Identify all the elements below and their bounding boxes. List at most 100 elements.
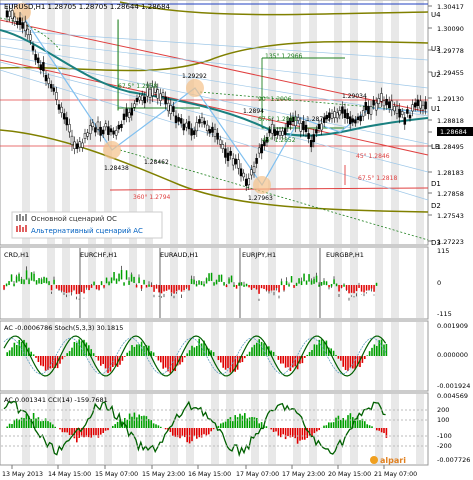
cci-ac-bar <box>258 423 260 428</box>
cci-ac-bar <box>112 425 114 428</box>
cci-ac-bar <box>40 421 42 428</box>
candle-body <box>411 104 414 112</box>
cci-ac-bar <box>328 422 330 428</box>
ac-bar <box>49 356 52 369</box>
ac-bar <box>313 344 316 356</box>
cci-ac-bar <box>236 417 239 428</box>
bar <box>98 285 100 290</box>
price-annotation: 1.28462 <box>144 159 169 166</box>
price-annotation: 90° 1.2906 <box>258 96 292 103</box>
bar <box>28 279 30 285</box>
bar <box>138 277 140 284</box>
ac-bar <box>92 353 95 356</box>
session-stripe <box>62 322 70 390</box>
candle-body <box>224 148 227 158</box>
ac-bar <box>263 343 265 356</box>
candle-body <box>218 139 222 145</box>
ac-bar <box>20 341 23 356</box>
currency-axis-label: 0 <box>437 279 441 287</box>
candle-body <box>23 21 27 31</box>
cci-ac-bar <box>253 417 256 428</box>
ac-bar <box>280 356 282 364</box>
bar <box>205 278 208 284</box>
bar <box>200 281 203 286</box>
ac-bar <box>85 342 88 356</box>
legend-icon-1 <box>16 214 27 221</box>
legend-item-alt: Альтернативный сценарий АС <box>31 227 143 235</box>
candle-body <box>36 57 40 64</box>
bar <box>220 274 223 282</box>
blue-fan-line <box>0 37 429 89</box>
candle-body <box>335 112 339 119</box>
candle-body <box>354 119 357 124</box>
candle-body <box>127 112 131 119</box>
cci-histogram <box>1 400 428 458</box>
bar <box>340 285 343 288</box>
bar <box>85 285 88 288</box>
cci-ac-bar <box>52 424 54 428</box>
green-arc <box>0 17 61 51</box>
ac-bar <box>88 345 90 356</box>
ac-bar <box>376 345 378 356</box>
candle-body <box>250 169 253 176</box>
bar <box>118 273 120 282</box>
candle-body <box>265 136 269 143</box>
candle-body <box>138 96 141 101</box>
session-stripe <box>416 248 424 318</box>
candle-body <box>75 143 79 149</box>
cci-ac-bar <box>313 428 316 434</box>
blue-fan-line <box>0 61 429 173</box>
bar <box>360 285 363 292</box>
session-stripe <box>309 248 317 318</box>
bar <box>250 285 253 290</box>
cci-ac-bar <box>246 418 248 428</box>
session-stripe <box>416 394 424 464</box>
price-tick-label: 1.28495 <box>437 143 464 151</box>
candle-body <box>328 112 331 118</box>
candle-body <box>263 139 266 146</box>
cci-ac-bar <box>148 419 150 428</box>
candle-body <box>390 100 394 111</box>
legend-item-main: Основной сценарий ОС <box>31 215 117 223</box>
session-stripe <box>88 248 96 318</box>
cci-ac-bar <box>335 417 337 428</box>
ac-bar <box>23 339 25 356</box>
candle-body <box>283 128 287 135</box>
session-stripe <box>334 248 342 318</box>
bar <box>153 285 155 292</box>
cci-ac-bar <box>32 413 35 428</box>
cci-ac-bar <box>359 420 361 428</box>
cci-ac-bar <box>37 417 40 428</box>
candle-body <box>151 86 154 96</box>
candle-body <box>239 168 243 177</box>
cci-ac-bar <box>145 416 148 428</box>
cci-ac-bar <box>224 421 227 428</box>
candle-body <box>62 113 66 120</box>
bar <box>358 285 360 288</box>
cci-ac-bar <box>340 419 342 428</box>
bar <box>140 285 143 289</box>
ac-bar <box>179 356 181 365</box>
bar <box>213 282 215 286</box>
bar <box>133 276 135 283</box>
candle-body <box>42 62 45 72</box>
ac-bar <box>37 356 40 362</box>
bar <box>290 276 293 283</box>
cci-ac-bar <box>25 413 28 428</box>
bar <box>225 285 228 288</box>
cci-ac-bar <box>323 425 325 428</box>
cci-ac-bar <box>337 415 340 428</box>
ac-bar <box>95 356 97 357</box>
ac-bar <box>119 356 121 365</box>
candle-body <box>107 126 110 135</box>
ac-bar <box>308 351 311 356</box>
ac-bar <box>107 356 109 373</box>
ac-bar <box>167 356 169 372</box>
cci-ac-bar <box>301 428 304 440</box>
cci-ac-bar <box>157 425 160 428</box>
candle-body <box>372 100 375 106</box>
ac-bar <box>78 339 80 356</box>
price-tick-label: 1.27223 <box>437 238 464 246</box>
candle-body <box>294 116 297 126</box>
cci-ac-bar <box>71 428 73 435</box>
